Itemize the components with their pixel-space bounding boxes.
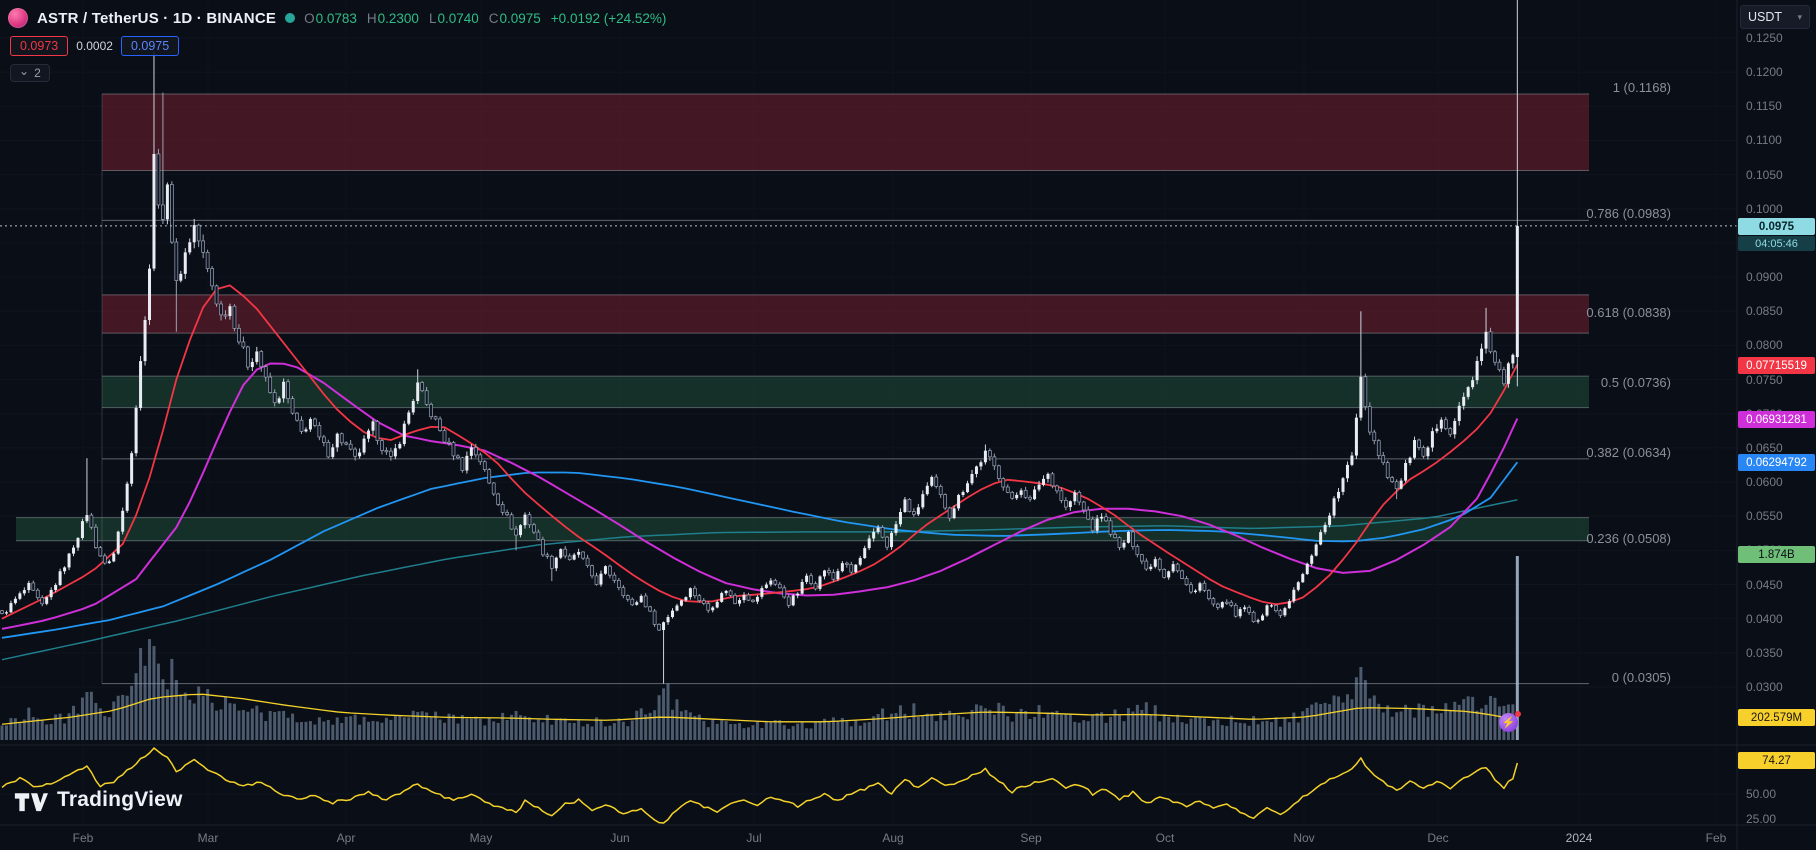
- high-label: H: [366, 10, 377, 26]
- rsi-value-badge: 74.27: [1738, 752, 1815, 769]
- price-axis-label: 0.1150: [1746, 99, 1782, 114]
- price-axis-label: 0.0400: [1746, 611, 1783, 626]
- chevron-down-icon: ⌄: [19, 64, 30, 78]
- fib-level-label: 0.382 (0.0634): [1586, 444, 1671, 460]
- price-axis-label: 0.1000: [1746, 201, 1783, 216]
- change-value: +0.0192 (+24.52%): [550, 10, 667, 26]
- price-axis-label: 0.1050: [1746, 167, 1783, 182]
- time-axis-label: Nov: [1293, 831, 1315, 845]
- sell-price-button[interactable]: 0.0973: [10, 36, 69, 56]
- price-axis-label: 0.1100: [1746, 133, 1782, 148]
- open-value: 0.0783: [315, 10, 357, 26]
- notification-dot: [1515, 711, 1521, 717]
- flash-icon[interactable]: ⚡: [1499, 711, 1521, 732]
- time-axis-label: Dec: [1427, 831, 1449, 845]
- volume-value-badge: 1.874B: [1738, 546, 1815, 563]
- low-value: 0.0740: [437, 10, 479, 26]
- price-axis-label: 0.1250: [1746, 31, 1783, 45]
- open-label: O: [304, 10, 315, 26]
- tradingview-watermark[interactable]: TradingView: [14, 786, 183, 813]
- price-axis-label: 0.0600: [1746, 475, 1783, 490]
- bar-countdown-badge: 04:05:46: [1738, 236, 1815, 251]
- time-axis-label: Aug: [882, 831, 904, 845]
- ma-fast-value-badge: 0.07715519: [1738, 357, 1815, 374]
- currency-selector[interactable]: USDT ▾: [1740, 5, 1810, 29]
- fib-level-label: 1 (0.1168): [1612, 80, 1671, 96]
- lightning-glyph: ⚡: [1501, 717, 1516, 729]
- high-value: 0.2300: [377, 10, 419, 26]
- time-axis-label: Oct: [1155, 831, 1175, 845]
- fib-level-label: 0.618 (0.0838): [1586, 305, 1671, 321]
- current-price-badge: 0.0975: [1738, 218, 1815, 235]
- close-label: C: [488, 10, 499, 26]
- spread-value: 0.0002: [76, 39, 113, 53]
- time-axis-label: Mar: [197, 831, 219, 845]
- close-value: 0.0975: [499, 10, 541, 26]
- astr-logo-icon: [8, 8, 28, 28]
- price-axis-label: 0.1200: [1746, 65, 1783, 80]
- price-axis-label: 0.0850: [1746, 304, 1783, 319]
- fib-level-label: 0.5 (0.0736): [1600, 375, 1671, 391]
- buy-price-button[interactable]: 0.0975: [120, 36, 180, 56]
- time-axis-label: Jul: [746, 831, 762, 845]
- volume-ma-badge: 202.579M: [1738, 709, 1815, 726]
- time-axis-label: Sep: [1020, 831, 1042, 845]
- symbol-header: ASTR / TetherUS · 1D · BINANCE O 0.0783 H…: [8, 7, 666, 29]
- price-axis-label: 0.0900: [1746, 270, 1783, 285]
- collapsed-count: 2: [34, 66, 41, 80]
- currency-label: USDT: [1748, 10, 1783, 24]
- fib-level-label: 0 (0.0305): [1611, 669, 1671, 685]
- price-axis-label: 0.0650: [1746, 440, 1783, 455]
- time-axis-label: Feb: [72, 831, 94, 845]
- fib-level-label: 0.236 (0.0508): [1586, 530, 1671, 546]
- indicators-collapse-button[interactable]: ⌄ 2: [10, 64, 50, 82]
- chevron-down-icon: ▾: [1797, 11, 1802, 22]
- symbol-title[interactable]: ASTR / TetherUS · 1D · BINANCE: [37, 9, 277, 27]
- rsi-axis-label: 50.00: [1746, 787, 1777, 801]
- tradingview-logo-text: TradingView: [57, 787, 183, 811]
- price-axis-label: 0.0450: [1746, 577, 1783, 592]
- order-price-row: 0.0973 0.0002 0.0975: [10, 36, 180, 56]
- ma-slow-value-badge: 0.06294792: [1738, 454, 1815, 471]
- price-axis-label: 0.0300: [1746, 680, 1783, 694]
- price-axis-label: 0.0800: [1746, 338, 1783, 353]
- time-axis-label: Apr: [336, 831, 356, 845]
- price-axis-label: 0.0750: [1746, 372, 1783, 387]
- ma-mid-value-badge: 0.06931281: [1738, 411, 1815, 428]
- market-status-icon: [285, 13, 296, 23]
- low-label: L: [428, 10, 437, 26]
- rsi-axis-label: 25.00: [1746, 812, 1777, 826]
- price-axis-label: 0.0350: [1746, 645, 1783, 660]
- time-axis-label: May: [469, 831, 493, 845]
- ohlc-values: O 0.0783 H 0.2300 L 0.0740 C 0.0975 +0.0192 …: [304, 11, 666, 26]
- time-axis-label: Jun: [610, 831, 630, 845]
- time-axis-label: Feb: [1705, 831, 1727, 845]
- fib-level-label: 0.786 (0.0983): [1586, 206, 1671, 222]
- time-axis-label: 2024: [1565, 831, 1593, 845]
- price-axis-label: 0.0550: [1746, 509, 1783, 524]
- tradingview-logo-icon: [14, 793, 48, 812]
